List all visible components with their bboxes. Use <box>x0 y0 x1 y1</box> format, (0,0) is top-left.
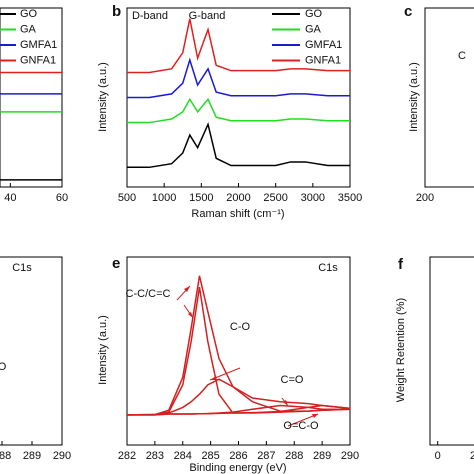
plot-frame <box>0 256 63 446</box>
y-axis-label: Weight Retention (%) <box>395 298 407 402</box>
x-tick-label: 283 <box>146 450 164 462</box>
legend-label: GNFA1 <box>305 54 341 66</box>
y-axis-label: Intensity (a.u.) <box>408 62 420 132</box>
annotation: D-band <box>132 10 168 22</box>
series-line <box>126 275 351 416</box>
legend-label: GO <box>20 8 38 20</box>
annotation: G-band <box>189 10 226 22</box>
x-tick-label: 40 <box>4 192 16 204</box>
panel-label: c <box>404 3 412 20</box>
panel-label: b <box>112 3 121 20</box>
panel-label: f <box>398 256 404 273</box>
annotation: C-C/C=C <box>126 288 171 300</box>
x-tick-label: 289 <box>23 450 41 462</box>
legend-label: GA <box>305 23 322 35</box>
annotation: O <box>0 361 7 373</box>
x-tick-label: 1000 <box>152 192 176 204</box>
plot-frame <box>126 256 351 446</box>
x-tick-label: 285 <box>201 450 219 462</box>
plot-frame <box>0 7 63 188</box>
annotation-arrows <box>176 285 319 427</box>
annotation: O=C-O <box>283 420 319 432</box>
plot-frame <box>429 256 474 446</box>
x-tick-label: 3000 <box>301 192 325 204</box>
x-tick-label: 200 <box>416 192 434 204</box>
x-tick-label: 1500 <box>189 192 213 204</box>
arrow-heads <box>184 286 318 418</box>
series-line <box>127 18 350 74</box>
y-axis-label: Intensity (a.u.) <box>97 62 109 132</box>
series-line <box>126 378 351 416</box>
series-line <box>127 97 350 124</box>
x-tick-label: 0 <box>435 450 441 462</box>
annotation: C=O <box>281 374 304 386</box>
x-tick-label: 60 <box>56 192 68 204</box>
legend-label: GMFA1 <box>305 39 342 51</box>
x-tick-label: 2500 <box>263 192 287 204</box>
x-tick-label: 286 <box>229 450 247 462</box>
legend-label: GO <box>305 8 323 20</box>
x-tick-label: 284 <box>174 450 192 462</box>
series-line <box>127 404 351 416</box>
x-tick-label: 290 <box>341 450 359 462</box>
annotation: C1s <box>318 262 338 274</box>
x-tick-label: 2000 <box>226 192 250 204</box>
x-axis-label: Raman shift (cm⁻¹) <box>191 208 284 220</box>
series-line <box>127 286 351 416</box>
legend-label: GMFA1 <box>20 39 57 51</box>
x-axis-label: Binding energy (eV) <box>189 462 286 474</box>
x-tick-label: 3500 <box>338 192 362 204</box>
legend-label: GNFA1 <box>20 54 56 66</box>
x-tick-label: 288 <box>285 450 303 462</box>
x-tick-label: 290 <box>53 450 71 462</box>
x-tick-label: 500 <box>118 192 136 204</box>
x-tick-label: 282 <box>118 450 136 462</box>
legend-label: GA <box>20 23 37 35</box>
x-tick-label: 20 <box>470 450 474 462</box>
series-line <box>127 122 350 169</box>
x-tick-label: 288 <box>0 450 11 462</box>
x-tick-label: 289 <box>313 450 331 462</box>
y-axis-label: Intensity (a.u.) <box>97 315 109 385</box>
annotation: C-O <box>230 321 251 333</box>
panel-label: e <box>112 255 120 272</box>
series-line <box>127 57 350 99</box>
annotation: C1s <box>12 262 32 274</box>
x-tick-label: 287 <box>257 450 275 462</box>
plot-frame <box>424 7 474 188</box>
annotation: C <box>458 50 466 62</box>
